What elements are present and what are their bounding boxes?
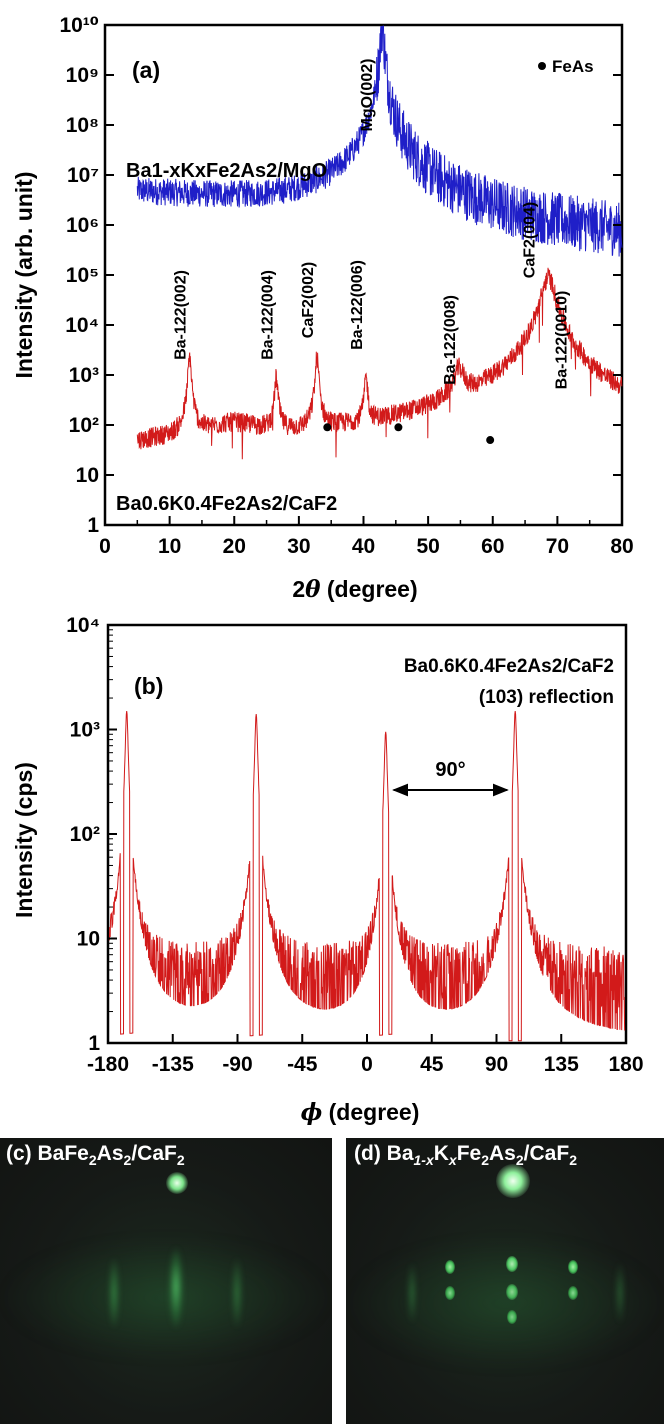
panel-b: -180 -135 -90 -45 0 45 90 135 180 1 10 10² 10³ 10⁴ Ba… [11, 614, 644, 1126]
y-tick-label-b: 10⁴ [66, 614, 100, 637]
peak-label: Ba-122(006) [349, 260, 366, 350]
x-tick-label-a: 70 [546, 535, 569, 558]
feas-marker-2 [394, 423, 403, 432]
panel-b-annotations: Ba0.6K0.4Fe2As2/CaF2 (103) reflection 90° [392, 656, 614, 797]
peak-label-mgo002: MgO(002) [359, 59, 376, 132]
caf2-sample-label: Ba0.6K0.4Fe2As2/CaF2 [116, 493, 337, 515]
photo-c-glow [0, 1238, 332, 1358]
photo-c-streak-right [232, 1258, 242, 1328]
x-tick-label-a: 30 [287, 535, 310, 558]
x-tick-label-a: 40 [352, 535, 375, 558]
x-tick-label-a: 0 [99, 535, 111, 558]
photo-d-spot-center-1 [506, 1256, 518, 1272]
y-tick-label-a: 10⁴ [65, 314, 99, 337]
peak-label: CaF2(004) [521, 202, 538, 278]
panel-a: 0 10 20 30 40 50 60 70 80 1 10 10² 10³ 10⁴ 10⁵ 10⁶ 10⁷ 10… [11, 14, 634, 603]
panel-b-y-title: Intensity (cps) [11, 762, 37, 918]
photo-d-specular-spot [496, 1164, 530, 1198]
panel-b-x-title: ϕ (degree) [301, 1099, 420, 1126]
y-tick-label-a: 10⁹ [66, 64, 99, 87]
panel-a-plot-area [136, 25, 623, 460]
peak-label: CaF2(002) [300, 262, 317, 338]
y-tick-label-b: 1 [88, 1032, 100, 1055]
x-tick-label-b: 90 [485, 1053, 508, 1076]
y-tick-label-a: 10 [76, 464, 99, 487]
photo-d-glow [346, 1238, 664, 1368]
x-tick-label-b: -45 [287, 1053, 318, 1076]
panel-a-label: (a) [132, 57, 160, 83]
y-tick-label-a: 10¹⁰ [59, 14, 99, 37]
reflection-label: (103) reflection [479, 687, 614, 708]
spacing-label: 90° [435, 759, 465, 781]
photo-d-spot-left-2 [445, 1286, 455, 1300]
x-tick-label-a: 10 [158, 535, 181, 558]
y-tick-label-a: 10⁵ [66, 264, 99, 287]
y-tick-label-a: 10² [69, 414, 99, 437]
y-tick-label-a: 10⁸ [66, 114, 99, 137]
y-tick-label-a: 10⁷ [67, 164, 99, 187]
panel-a-x-title: 2θ (degree) [292, 576, 417, 603]
y-tick-label-b: 10³ [70, 719, 100, 742]
panel-a-annotations: MgO(002) Ba-122(002) Ba-122(004) CaF2(002) B… [116, 57, 594, 515]
x-tick-label-b: -90 [222, 1053, 252, 1076]
x-tick-label-b: -135 [152, 1053, 194, 1076]
y-tick-label-a: 1 [87, 514, 99, 537]
panel-b-ticks: -180 -135 -90 -45 0 45 90 135 180 1 10 10² 10³ 10⁴ [66, 614, 643, 1076]
x-tick-label-b: 180 [608, 1053, 643, 1076]
series-line-mgo [136, 25, 623, 257]
xrd-figure: 0 10 20 30 40 50 60 70 8011010²10³10⁴10⁵10⁶10⁷10… [11, 14, 644, 1126]
feas-marker-1 [323, 423, 332, 432]
panel-a-ticks: 0 10 20 30 40 50 60 70 80 1 10 10² 10³ 10⁴ 10⁵ 10⁶ 10⁷ 10… [59, 14, 633, 558]
photo-c-specular-spot [166, 1172, 188, 1194]
photo-d-spot-center-3 [507, 1310, 517, 1324]
photo-d-streak-far-left [408, 1263, 416, 1323]
peak-label: Ba-122(002) [173, 270, 190, 360]
x-tick-label-a: 60 [481, 535, 504, 558]
photo-d-spot-right-2 [568, 1286, 578, 1300]
panel-b-plot-area [108, 711, 626, 1042]
y-tick-label-b: 10 [77, 928, 100, 951]
x-tick-label-a: 50 [416, 535, 439, 558]
series-caf2 [136, 267, 623, 460]
x-tick-label-b: -180 [87, 1053, 129, 1076]
y-tick-label-a: 10⁶ [66, 214, 99, 237]
x-tick-label-b: 45 [420, 1053, 444, 1076]
y-tick-label-a: 10³ [69, 364, 99, 387]
peak-label: Ba-122(008) [442, 295, 459, 385]
rheed-photo-d: (d) Ba1-xKxFe2As2/CaF2 [346, 1138, 664, 1424]
x-tick-label-a: 80 [610, 535, 633, 558]
phi-scan-line [108, 711, 626, 1042]
photo-c-label: (c) BaFe2As2/CaF2 [6, 1142, 185, 1169]
photo-d-streak-far-right [616, 1263, 624, 1323]
panel-a-y-title: Intensity (arb. unit) [11, 172, 37, 379]
series-mgo [136, 25, 623, 257]
peak-label: Ba-122(0010) [554, 291, 571, 390]
rheed-photo-c: (c) BaFe2As2/CaF2 [0, 1138, 332, 1424]
peak-label: Ba-122(004) [259, 270, 276, 360]
x-tick-label-b: 0 [361, 1053, 373, 1076]
photo-d-spot-center-2 [506, 1284, 518, 1300]
mgo-sample-label: Ba1-xKxFe2As2/MgO [126, 160, 327, 182]
feas-legend-label: FeAs [552, 57, 594, 76]
photo-d-label: (d) Ba1-xKxFe2As2/CaF2 [354, 1142, 577, 1169]
panel-b-label: (b) [134, 673, 163, 699]
x-tick-label-b: 135 [544, 1053, 579, 1076]
sample-label-b: Ba0.6K0.4Fe2As2/CaF2 [404, 656, 614, 677]
photo-d-spot-left-1 [445, 1260, 455, 1274]
feas-marker-3 [486, 436, 495, 445]
series-line-caf2 [136, 267, 623, 460]
photo-c-streak-left [109, 1258, 119, 1328]
x-tick-label-a: 20 [223, 535, 246, 558]
y-tick-label-b: 10² [70, 823, 100, 846]
photo-d-spot-right-1 [568, 1260, 578, 1274]
photo-c-streak-center [169, 1248, 183, 1328]
feas-legend-marker [538, 62, 546, 70]
